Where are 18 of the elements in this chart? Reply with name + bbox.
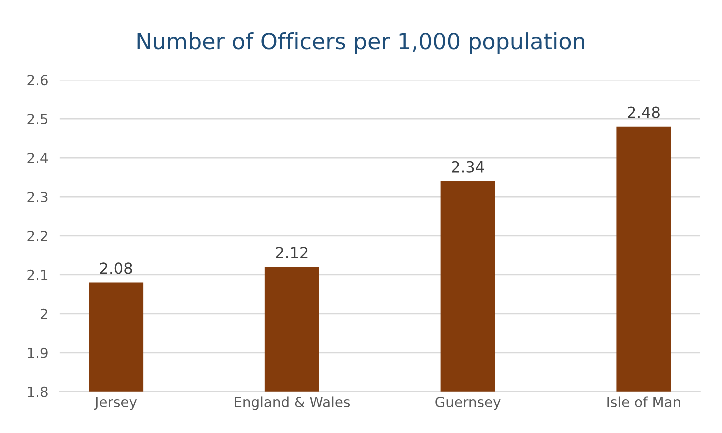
y-tick-label: 2.3 (28, 192, 48, 202)
y-tick-label: 1.8 (28, 386, 48, 398)
y-tick-label: 2.5 (28, 114, 48, 125)
y-tick-label: 2.4 (28, 153, 48, 164)
data-label: 2.08 (100, 262, 132, 274)
y-tick-label: 2.1 (28, 270, 48, 280)
data-label: 2.34 (452, 161, 484, 173)
y-tick-label: 2 (40, 308, 48, 320)
data-label: 2.48 (628, 106, 660, 118)
x-tick-label: Isle of Man (608, 396, 680, 408)
y-tick-label: 1.9 (28, 348, 48, 358)
x-tick-label: England & Wales (235, 396, 350, 410)
y-tick-label: 2.6 (28, 75, 48, 86)
data-label: 2.12 (276, 247, 308, 258)
chart-title: Number of Officers per 1,000 population (138, 32, 584, 54)
x-tick-label: Jersey (94, 397, 138, 410)
y-tick-label: 2.2 (28, 230, 48, 242)
x-tick-label: Guernsey (436, 396, 501, 410)
